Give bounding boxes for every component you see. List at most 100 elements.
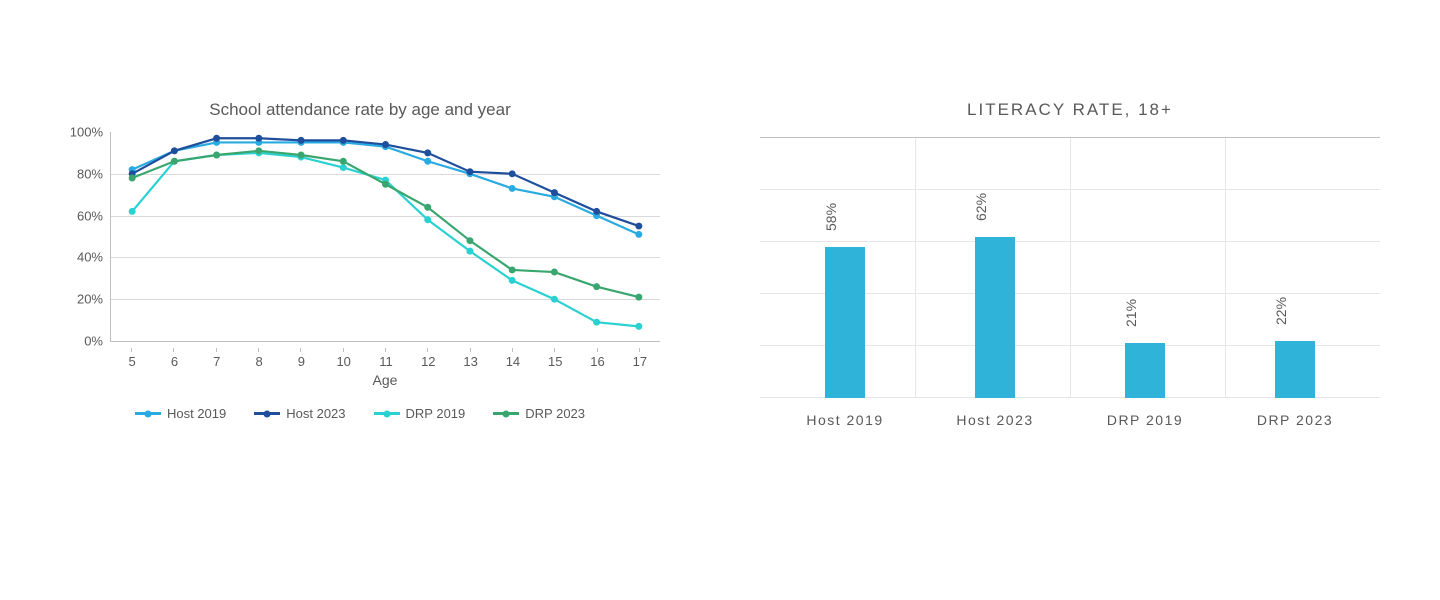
bar-category-label: Host 2023	[920, 412, 1070, 428]
line-chart-marker	[635, 223, 642, 230]
legend-label: Host 2023	[286, 406, 345, 421]
line-chart-x-tick: 9	[300, 348, 301, 352]
bar-value-label: 21%	[1123, 299, 1139, 327]
line-chart-svg	[111, 132, 660, 341]
legend-swatch	[374, 412, 400, 415]
line-chart-y-tick-label: 40%	[61, 250, 103, 265]
line-chart-marker	[298, 137, 305, 144]
bar-chart-title: LITERACY RATE, 18+	[760, 100, 1380, 120]
legend-item-host-2019: Host 2019	[135, 406, 226, 421]
legend-swatch	[135, 412, 161, 415]
line-chart-marker	[593, 208, 600, 215]
line-chart-y-tick-label: 80%	[61, 166, 103, 181]
line-chart-marker	[424, 158, 431, 165]
line-chart-marker	[466, 248, 473, 255]
line-chart-x-tick-label: 7	[213, 354, 220, 369]
line-chart-x-tick: 15	[554, 348, 555, 352]
line-chart-x-tick-label: 14	[506, 354, 520, 369]
line-chart-x-tick-label: 9	[298, 354, 305, 369]
line-chart-x-tick-label: 13	[463, 354, 477, 369]
line-chart-marker	[551, 189, 558, 196]
bar-value-label: 62%	[973, 193, 989, 221]
legend-item-drp-2019: DRP 2019	[374, 406, 466, 421]
line-chart-panel: School attendance rate by age and year 0…	[60, 100, 660, 421]
line-chart-marker	[509, 185, 516, 192]
line-chart-y-tick-label: 20%	[61, 292, 103, 307]
line-chart-x-tick: 14	[512, 348, 513, 352]
line-chart-x-tick: 7	[216, 348, 217, 352]
bar-category-label: DRP 2023	[1220, 412, 1370, 428]
line-chart-x-tick: 6	[173, 348, 174, 352]
line-chart-x-axis-title: Age	[110, 372, 660, 388]
line-chart-marker	[382, 141, 389, 148]
legend-swatch	[254, 412, 280, 415]
line-chart-marker	[635, 231, 642, 238]
line-chart-y-tick-label: 100%	[61, 125, 103, 140]
line-chart-marker	[551, 296, 558, 303]
line-chart-marker	[382, 181, 389, 188]
legend-label: Host 2019	[167, 406, 226, 421]
line-chart-marker	[171, 147, 178, 154]
bar-chart-panel: LITERACY RATE, 18+ 58% 62% 21% 22% Host 201…	[760, 100, 1380, 428]
line-chart-marker	[424, 216, 431, 223]
line-chart-marker	[340, 158, 347, 165]
line-chart-x-tick-label: 10	[336, 354, 350, 369]
line-chart-marker	[424, 204, 431, 211]
line-chart-xticks: 567891011121314151617	[110, 342, 660, 370]
line-chart-marker	[340, 137, 347, 144]
bar-column: 22%	[1220, 138, 1370, 398]
line-chart-marker	[255, 135, 262, 142]
line-chart-x-tick: 12	[427, 348, 428, 352]
legend-label: DRP 2023	[525, 406, 585, 421]
line-chart-marker	[593, 283, 600, 290]
line-chart-marker	[635, 294, 642, 301]
line-chart-marker	[635, 323, 642, 330]
bar-value-label: 22%	[1273, 297, 1289, 325]
line-chart-y-tick-label: 0%	[61, 334, 103, 349]
line-chart-x-tick: 10	[343, 348, 344, 352]
bar-column: 21%	[1070, 138, 1220, 398]
bar-chart-categories: Host 2019Host 2023DRP 2019DRP 2023	[760, 412, 1380, 428]
line-chart-x-tick: 17	[639, 348, 640, 352]
line-chart-y-tick-label: 60%	[61, 208, 103, 223]
line-chart-x-tick-label: 11	[379, 354, 393, 369]
line-chart-marker	[509, 170, 516, 177]
bar-column: 62%	[920, 138, 1070, 398]
line-chart-x-tick-label: 17	[633, 354, 647, 369]
line-chart-marker	[340, 164, 347, 171]
line-chart-marker	[466, 237, 473, 244]
line-chart-x-tick: 8	[258, 348, 259, 352]
line-chart-x-tick-label: 12	[421, 354, 435, 369]
line-chart-marker	[171, 158, 178, 165]
line-chart-marker	[213, 152, 220, 159]
legend-swatch	[493, 412, 519, 415]
line-chart-x-tick-label: 15	[548, 354, 562, 369]
line-chart-marker	[466, 168, 473, 175]
bar-value-label: 58%	[823, 203, 839, 231]
line-chart-marker	[424, 149, 431, 156]
line-chart-marker	[255, 147, 262, 154]
bar-drp-2023: 22%	[1275, 341, 1315, 398]
line-chart-marker	[129, 174, 136, 181]
bar-category-label: Host 2019	[770, 412, 920, 428]
bar-drp-2019: 21%	[1125, 343, 1165, 398]
line-chart-marker	[509, 266, 516, 273]
bar-column: 58%	[770, 138, 920, 398]
line-chart-x-tick: 13	[470, 348, 471, 352]
line-chart-x-tick-label: 8	[255, 354, 262, 369]
legend-item-host-2023: Host 2023	[254, 406, 345, 421]
line-chart-title: School attendance rate by age and year	[60, 100, 660, 120]
line-chart-marker	[298, 152, 305, 159]
legend-item-drp-2023: DRP 2023	[493, 406, 585, 421]
line-chart-x-tick: 16	[597, 348, 598, 352]
line-chart-marker	[129, 208, 136, 215]
line-chart-marker	[593, 319, 600, 326]
line-chart-marker	[213, 135, 220, 142]
line-chart-marker	[509, 277, 516, 284]
line-chart-legend: Host 2019 Host 2023 DRP 2019 DRP 2023	[60, 406, 660, 421]
line-chart-plot: 0%20%40%60%80%100%	[110, 132, 660, 342]
bar-host-2019: 58%	[825, 247, 865, 398]
legend-label: DRP 2019	[406, 406, 466, 421]
line-chart-x-tick-label: 16	[590, 354, 604, 369]
line-chart-series-drp-2023	[132, 151, 639, 297]
